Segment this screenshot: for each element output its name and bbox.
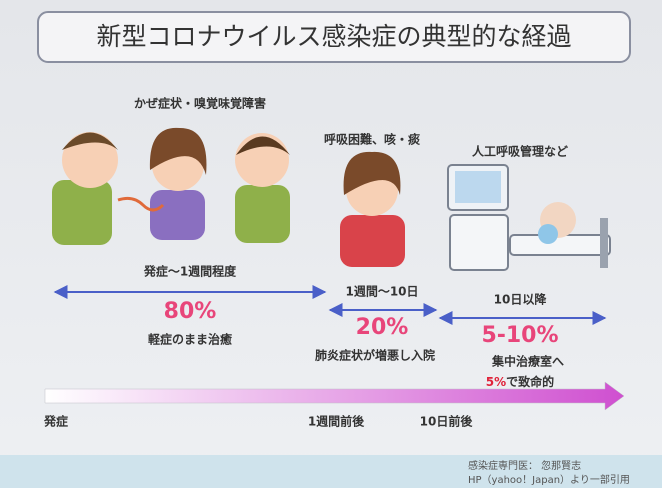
fatal-highlight: 5% bbox=[486, 375, 506, 389]
credit: 感染症専門医： 忽那賢志 bbox=[468, 459, 581, 472]
page: {"title": "新型コロナウイルス感染症の典型的な経過", "stages… bbox=[0, 0, 662, 488]
stage-symptoms: 人工呼吸管理など bbox=[472, 144, 568, 159]
stage-percent: 20% bbox=[356, 315, 409, 340]
stage-percent: 80% bbox=[164, 299, 217, 324]
fatal-note: 5%で致命的 bbox=[486, 374, 554, 389]
timeline-label: 10日前後 bbox=[420, 414, 474, 429]
stage-percent: 5-10% bbox=[481, 323, 558, 348]
stage-outcome: 肺炎症状が増悪し入院 bbox=[315, 348, 435, 363]
stage-period: 発症〜1週間程度 bbox=[143, 264, 237, 279]
stage-outcome: 軽症のまま治癒 bbox=[148, 332, 232, 347]
stage-symptoms: かぜ症状・嗅覚味覚障害 bbox=[134, 96, 266, 111]
slide: 新型コロナウイルス感染症の典型的な経過 かぜ症状・嗅覚味覚障害 発症〜1週間程度… bbox=[0, 0, 662, 488]
stage-symptoms: 呼吸困難、咳・痰 bbox=[324, 132, 421, 147]
fatal-text: で致命的 bbox=[506, 374, 554, 389]
timeline-label: 発症 bbox=[43, 414, 68, 429]
title: 新型コロナウイルス感染症の典型的な経過 bbox=[96, 22, 571, 51]
stage-period: 1週間〜10日 bbox=[345, 284, 418, 299]
credit: HP（yahoo！Japan）より一部引用 bbox=[468, 473, 630, 486]
stage-outcome: 集中治療室へ bbox=[491, 354, 564, 369]
stage-period: 10日以降 bbox=[494, 292, 548, 307]
timeline-label: 1週間前後 bbox=[308, 414, 365, 429]
people-illustration bbox=[52, 128, 290, 245]
